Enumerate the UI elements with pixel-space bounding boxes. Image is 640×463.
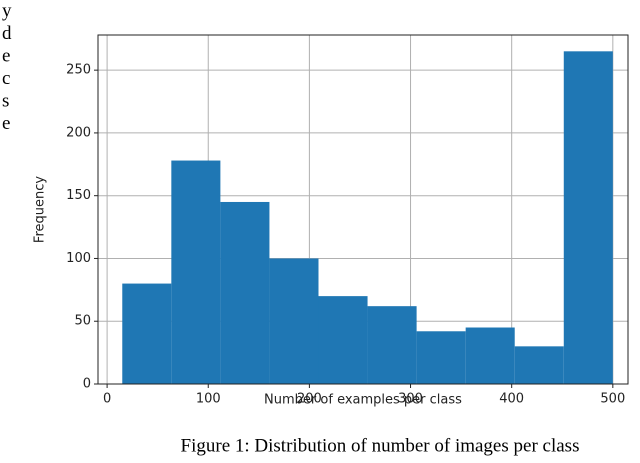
x-axis-label: Number of examples per class xyxy=(264,393,462,408)
y-tick-label: 250 xyxy=(66,63,91,78)
x-tick-label: 500 xyxy=(600,392,625,407)
y-tick-label: 0 xyxy=(83,377,91,392)
text-fragment: c xyxy=(2,68,10,89)
bar xyxy=(367,306,417,384)
bar xyxy=(465,327,515,384)
bar xyxy=(514,346,564,384)
y-axis-label: Frequency xyxy=(33,176,48,243)
y-tick-label: 200 xyxy=(66,125,91,140)
bar xyxy=(122,283,172,384)
text-fragment: d xyxy=(2,23,12,44)
plot-frame xyxy=(97,34,629,385)
bar xyxy=(318,296,368,384)
y-tick-label: 50 xyxy=(74,314,91,329)
x-tick-label: 0 xyxy=(103,392,111,407)
x-tick-label: 400 xyxy=(499,392,524,407)
bar xyxy=(563,51,613,385)
text-fragment: e xyxy=(2,45,10,66)
bar xyxy=(171,160,221,384)
bar xyxy=(416,331,466,384)
x-tick-label: 300 xyxy=(398,392,423,407)
bar xyxy=(220,201,270,384)
caption: Figure 1: Distribution of number of imag… xyxy=(181,435,580,456)
text-fragment: y xyxy=(2,0,12,21)
text-fragment: s xyxy=(2,90,9,111)
y-tick-label: 150 xyxy=(66,188,91,203)
y-tick-label: 100 xyxy=(66,251,91,266)
x-tick-label: 100 xyxy=(196,392,221,407)
text-fragment: e xyxy=(2,113,10,134)
bar xyxy=(269,258,319,384)
x-tick-label: 200 xyxy=(297,392,322,407)
